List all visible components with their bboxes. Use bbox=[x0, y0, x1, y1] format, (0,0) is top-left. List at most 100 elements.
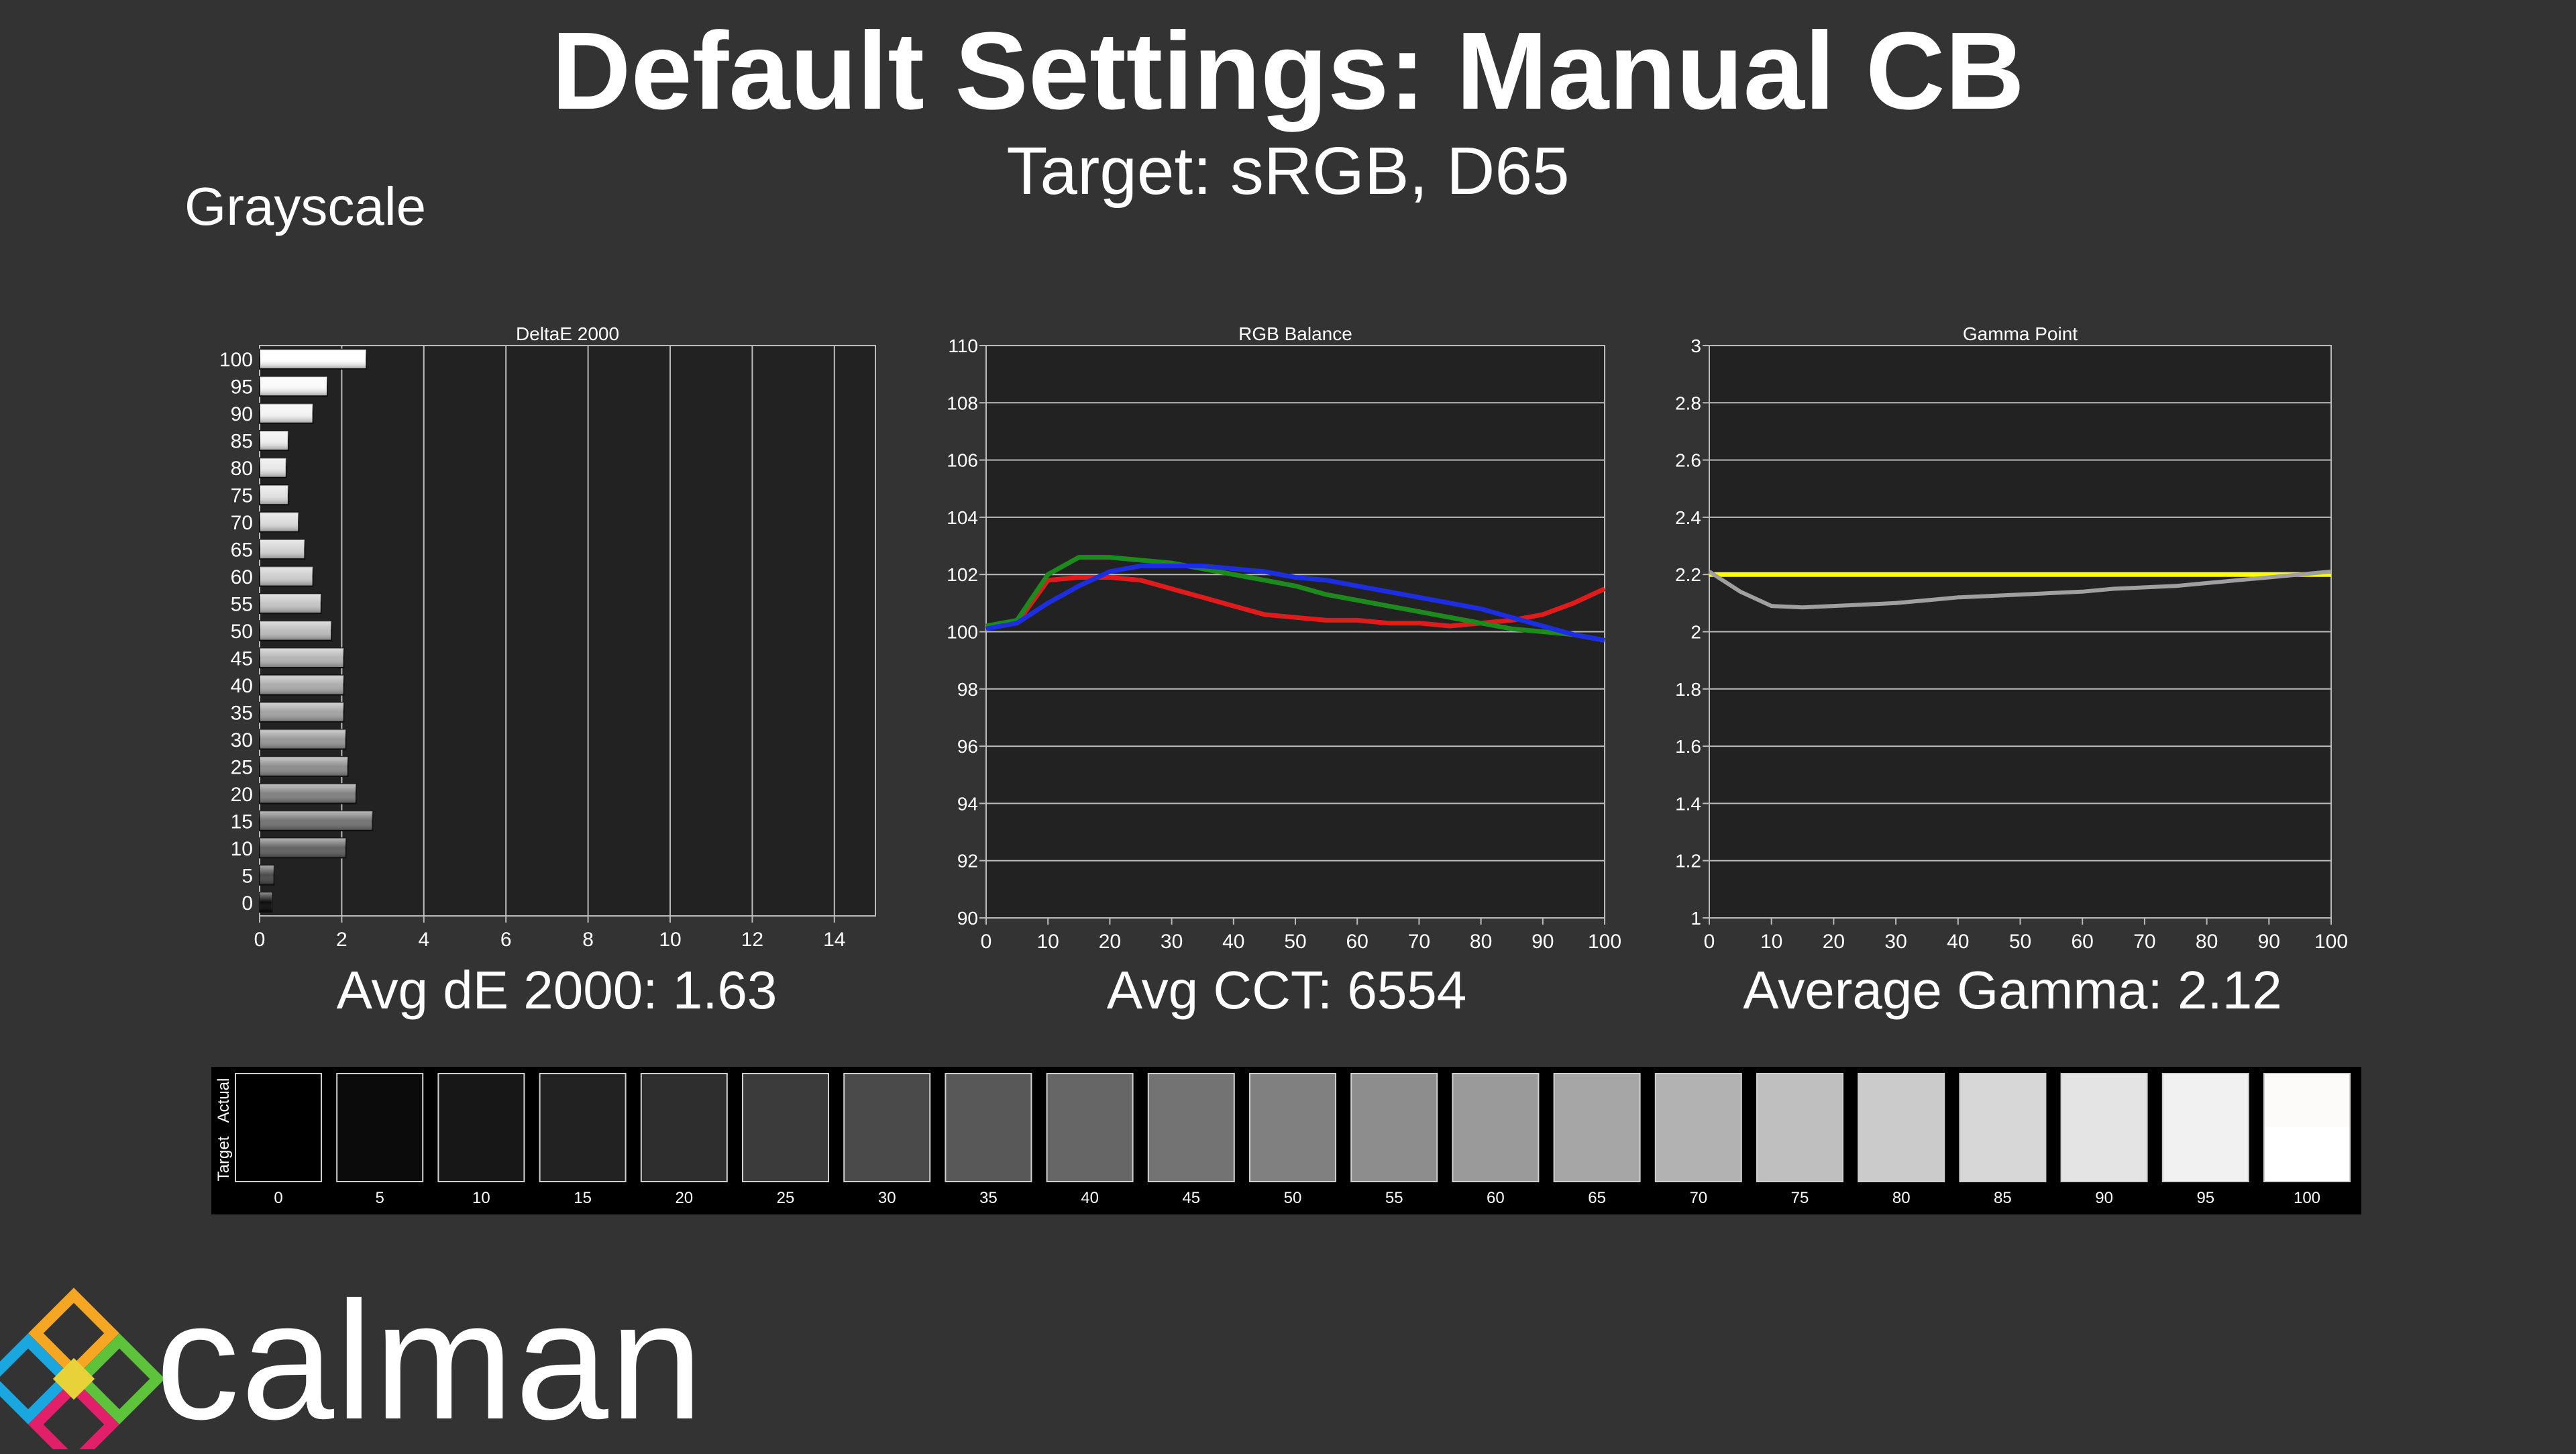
swatch-target bbox=[337, 1127, 423, 1182]
deltae-category-label: 35 bbox=[231, 702, 253, 724]
rgb-ytick-label: 110 bbox=[948, 335, 978, 356]
swatch-target bbox=[1757, 1127, 1843, 1182]
swatch-label: 75 bbox=[1791, 1189, 1809, 1207]
avg-gamma-stat: Average Gamma: 2.12 bbox=[1743, 960, 2282, 1020]
swatch-label: 90 bbox=[2095, 1189, 2113, 1207]
swatch-target bbox=[1858, 1127, 1945, 1182]
gamma-xtick-label: 50 bbox=[2009, 931, 2031, 953]
swatch-target bbox=[438, 1127, 525, 1182]
swatch-frame bbox=[945, 1073, 1032, 1182]
page-title: Default Settings: Manual CB bbox=[551, 9, 2025, 132]
rgb-ytick-label: 104 bbox=[947, 507, 978, 528]
swatch-actual bbox=[743, 1074, 828, 1127]
swatch-frame bbox=[1147, 1073, 1235, 1182]
deltae-category-label: 85 bbox=[231, 431, 253, 453]
swatch-target bbox=[945, 1127, 1032, 1182]
deltae-xtick-label: 6 bbox=[500, 929, 512, 951]
swatch-frame bbox=[1452, 1073, 1540, 1182]
swatch-actual bbox=[1250, 1074, 1336, 1127]
gamma-ytick-label: 1.2 bbox=[1675, 851, 1701, 872]
swatch-frame bbox=[1350, 1073, 1438, 1182]
swatch-label: 20 bbox=[675, 1189, 693, 1207]
swatch-target bbox=[2061, 1127, 2147, 1182]
swatch-frame bbox=[2060, 1073, 2148, 1182]
deltae-category-label: 55 bbox=[231, 594, 253, 616]
rgb-xtick-label: 60 bbox=[1346, 931, 1368, 953]
swatch-target bbox=[743, 1127, 828, 1182]
gamma-ytick-label: 1.4 bbox=[1675, 793, 1701, 814]
swatch-target bbox=[1452, 1127, 1539, 1182]
swatch-frame bbox=[1959, 1073, 2047, 1182]
swatch-row-label-target: Target bbox=[215, 1136, 233, 1181]
gamma-xtick-label: 10 bbox=[1760, 931, 1782, 953]
deltae-category-label: 15 bbox=[231, 811, 253, 833]
gamma-ytick-label: 2 bbox=[1690, 622, 1701, 643]
swatch-row-label-actual: Actual bbox=[215, 1078, 233, 1123]
deltae-category-label: 10 bbox=[231, 838, 253, 860]
rgb-series-green bbox=[985, 555, 1605, 643]
swatch-target bbox=[1148, 1127, 1234, 1182]
calman-logo-icon bbox=[0, 1288, 165, 1449]
swatch-frame bbox=[2263, 1073, 2351, 1182]
calman-logo-text: calman bbox=[156, 1267, 704, 1454]
swatch-frame bbox=[843, 1073, 931, 1182]
avg-de-stat: Avg dE 2000: 1.63 bbox=[336, 960, 777, 1020]
swatch-label: 10 bbox=[472, 1189, 490, 1207]
rgb-ytick-label: 100 bbox=[947, 622, 978, 643]
rgb-ytick-label: 90 bbox=[957, 908, 978, 929]
rgb-ytick-label: 92 bbox=[957, 851, 978, 872]
swatch-actual bbox=[1655, 1074, 1741, 1127]
swatch-label: 35 bbox=[979, 1189, 998, 1207]
gamma-ytick-label: 1.8 bbox=[1675, 679, 1701, 700]
swatch-actual bbox=[1046, 1074, 1133, 1127]
swatch-frame bbox=[1756, 1073, 1843, 1182]
gamma-ytick-label: 3 bbox=[1690, 335, 1701, 356]
swatch-actual bbox=[539, 1074, 626, 1127]
swatch-label: 85 bbox=[1994, 1189, 2012, 1207]
deltae-bar-shine bbox=[260, 621, 332, 641]
deltae-bar-shine bbox=[260, 458, 286, 478]
rgb-xtick-label: 70 bbox=[1408, 931, 1430, 953]
swatch-label: 70 bbox=[1689, 1189, 1707, 1207]
swatch-label: 60 bbox=[1487, 1189, 1505, 1207]
swatch-target bbox=[539, 1127, 626, 1182]
swatch-frame bbox=[1046, 1073, 1134, 1182]
grayscale-swatch-strip: Actual Target 0 5 10 15 20 25 30 35 40 45 50 55 60 65 70… bbox=[211, 1067, 2361, 1214]
gamma-ytick-label: 1 bbox=[1690, 908, 1701, 929]
rgb-ytick-label: 106 bbox=[947, 450, 978, 471]
deltae-bar-shine bbox=[260, 512, 299, 532]
deltae-bar-shine bbox=[260, 566, 313, 586]
rgb-series-red bbox=[985, 575, 1606, 629]
rgb-ytick-label: 108 bbox=[947, 393, 978, 413]
gamma-xtick-label: 90 bbox=[2258, 931, 2280, 953]
deltae-bar-shine bbox=[260, 485, 288, 505]
avg-cct-stat: Avg CCT: 6554 bbox=[1106, 960, 1467, 1020]
swatch-target bbox=[2264, 1127, 2350, 1182]
deltae-title: DeltaE 2000 bbox=[516, 323, 619, 344]
swatch-label: 95 bbox=[2196, 1189, 2214, 1207]
rgb-xtick-label: 80 bbox=[1470, 931, 1492, 953]
swatch-frame bbox=[640, 1073, 728, 1182]
deltae-category-label: 100 bbox=[219, 349, 253, 371]
gamma-ytick-label: 2.6 bbox=[1675, 450, 1701, 471]
swatch-actual bbox=[2162, 1074, 2249, 1127]
swatch-label: 40 bbox=[1081, 1189, 1099, 1207]
gamma-title: Gamma Point bbox=[1963, 323, 2078, 344]
gamma-xtick-label: 20 bbox=[1823, 931, 1845, 953]
deltae-bar-shine bbox=[260, 675, 344, 695]
swatch-actual bbox=[641, 1074, 727, 1127]
gamma-xtick-label: 80 bbox=[2196, 931, 2218, 953]
deltae-bar-shine bbox=[260, 811, 373, 831]
deltae-bar-shine bbox=[260, 593, 321, 614]
swatch-actual bbox=[1554, 1074, 1640, 1127]
swatch-target bbox=[2162, 1127, 2249, 1182]
gamma-ytick-label: 1.6 bbox=[1675, 736, 1701, 757]
swatch-actual bbox=[1960, 1074, 2046, 1127]
gamma-frame bbox=[1709, 345, 2332, 919]
swatch-actual bbox=[2061, 1074, 2147, 1127]
deltae-category-label: 0 bbox=[241, 892, 253, 915]
deltae-category-label: 40 bbox=[231, 675, 253, 697]
section-label: Grayscale bbox=[184, 176, 427, 236]
deltae-category-label: 20 bbox=[231, 784, 253, 806]
